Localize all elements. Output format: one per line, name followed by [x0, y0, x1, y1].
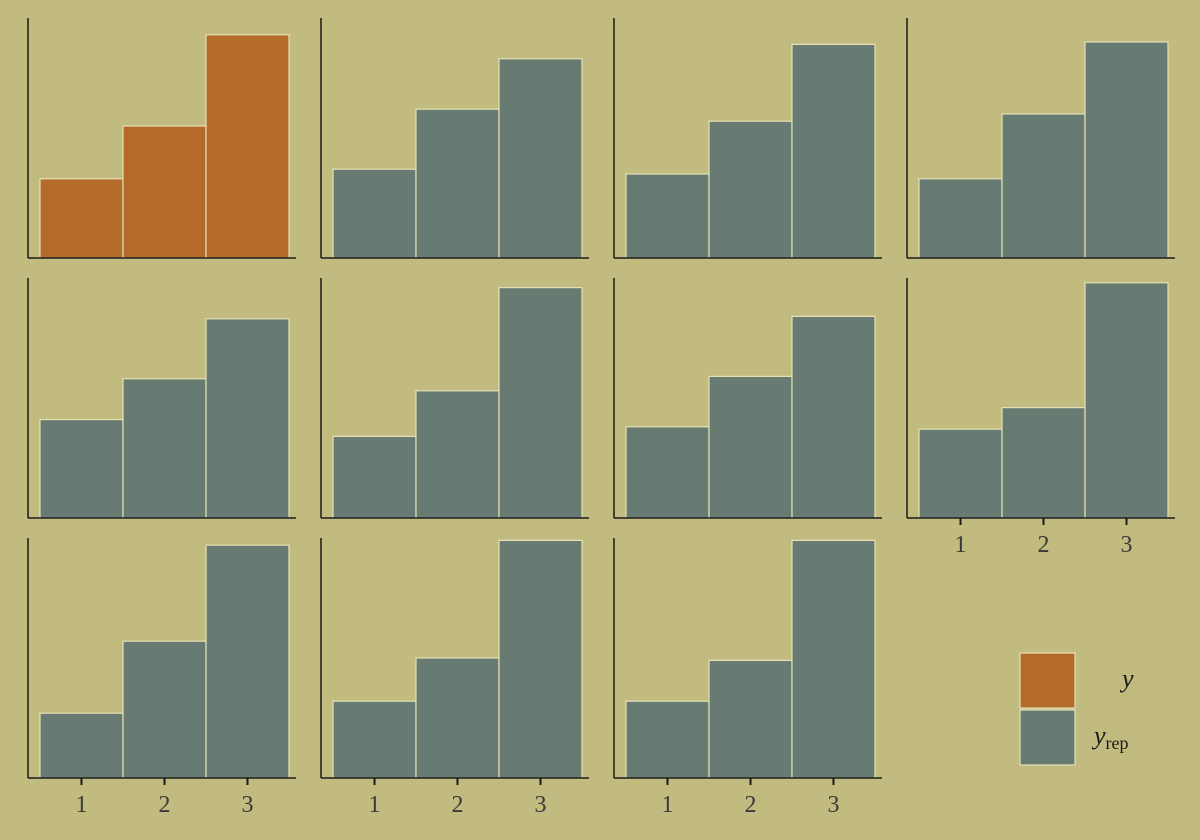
facet-panel-3: [613, 18, 882, 259]
facet-panel-7: [613, 278, 882, 519]
x-tick-label: 2: [745, 792, 757, 818]
bar-yrep-2: [122, 378, 207, 519]
legend-swatch-y: [1019, 652, 1076, 709]
bar-yrep-1: [918, 178, 1003, 259]
legend-label-yrep: yrep: [1091, 721, 1129, 753]
bar-yrep-1: [918, 428, 1003, 519]
facet-panel-8: 1 2 3: [906, 278, 1175, 558]
facet-panel-5: [27, 278, 296, 519]
x-tick-label: 3: [828, 792, 840, 818]
x-tick-label: 3: [535, 792, 547, 818]
facet-panel-1: [27, 18, 296, 259]
bar-yrep-2: [708, 120, 793, 259]
bar-yrep-3: [791, 315, 876, 519]
bar-yrep-3: [498, 58, 583, 259]
legend: y yrep: [1019, 652, 1134, 766]
bar-yrep-1: [332, 435, 417, 519]
bar-yrep-3: [498, 287, 583, 519]
bar-yrep-2: [1001, 113, 1086, 259]
bar-yrep-1: [625, 173, 710, 259]
bar-y-3: [205, 34, 290, 259]
facet-panel-4: [906, 18, 1175, 259]
bar-yrep-2: [415, 108, 500, 259]
x-tick-label: 1: [76, 792, 88, 818]
bar-yrep-3: [205, 544, 290, 779]
bar-yrep-2: [708, 659, 793, 779]
facet-panel-10: 1 2 3: [320, 538, 589, 818]
x-tick-label: 2: [452, 792, 464, 818]
x-tick-label: 3: [1121, 532, 1133, 558]
bar-yrep-2: [708, 375, 793, 519]
facet-panel-6: [320, 278, 589, 519]
bar-yrep-3: [205, 318, 290, 519]
facet-panel-2: [320, 18, 589, 259]
bar-yrep-2: [1001, 407, 1086, 519]
x-tick-label: 3: [242, 792, 254, 818]
bar-yrep-3: [1084, 41, 1169, 259]
bar-yrep-3: [791, 43, 876, 259]
bar-yrep-3: [1084, 282, 1169, 519]
x-tick-label: 1: [662, 792, 674, 818]
legend-swatch-yrep: [1019, 709, 1076, 766]
x-tick-label: 1: [955, 532, 967, 558]
bar-y-1: [39, 178, 124, 259]
bar-yrep-1: [332, 700, 417, 779]
bar-yrep-1: [39, 712, 124, 779]
bar-yrep-3: [498, 539, 583, 779]
legend-label-y: y: [1119, 664, 1134, 693]
x-tick-label: 2: [1038, 532, 1050, 558]
facet-panel-9: 1 2 3: [27, 538, 296, 818]
bar-yrep-3: [791, 539, 876, 779]
facet-panel-11: 1 2 3: [613, 538, 882, 818]
bar-yrep-2: [415, 390, 500, 519]
bar-yrep-2: [415, 657, 500, 779]
bar-y-2: [122, 125, 207, 259]
x-tick-label: 2: [159, 792, 171, 818]
bar-yrep-2: [122, 640, 207, 779]
x-tick-label: 1: [369, 792, 381, 818]
bar-yrep-1: [625, 700, 710, 779]
bar-yrep-1: [332, 168, 417, 259]
bar-yrep-1: [625, 426, 710, 519]
bar-yrep-1: [39, 419, 124, 519]
